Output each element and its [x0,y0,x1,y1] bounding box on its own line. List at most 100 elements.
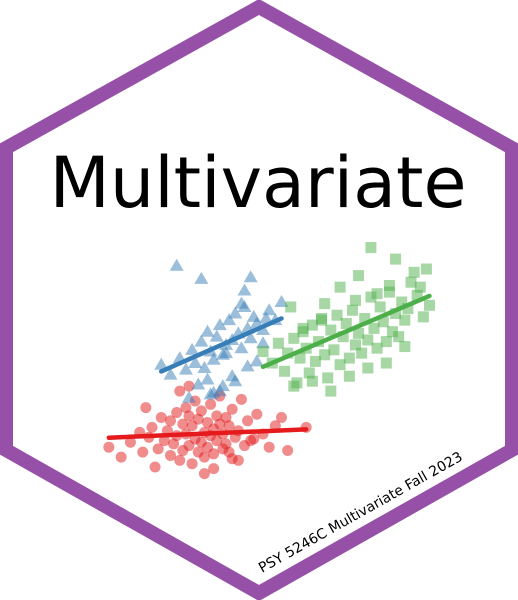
circle-point [248,433,260,445]
scatter-plot [103,242,435,480]
circle-point [115,451,127,463]
regression-line [106,427,309,440]
square-point [390,308,402,320]
square-point [402,303,414,315]
triangle-point [209,329,224,342]
triangle-point [274,295,289,307]
square-point [328,344,340,356]
circle-point [276,412,287,423]
circle-point [211,410,223,422]
circle-point [146,421,158,433]
square-point [387,326,398,338]
square-point [322,372,334,384]
triangle-point [178,362,193,375]
circle-point [149,461,161,473]
circle-point [183,380,195,392]
circle-point [220,412,232,423]
circle-point [232,454,244,466]
triangle-point [243,270,258,283]
square-point [288,380,300,392]
circle-point [165,415,176,427]
square-point [420,263,432,275]
circle-point [183,410,195,422]
square-point [417,311,429,323]
triangle-point [182,390,196,403]
triangle-point [200,372,215,385]
circle-point [140,402,152,414]
square-point [405,276,417,288]
triangle-point [188,356,203,369]
square-point [319,349,331,361]
square-point [374,301,386,313]
square-point [356,347,368,359]
regression-line [260,293,432,370]
square-point [297,322,309,334]
series-circle [103,380,312,480]
square-point [365,291,377,303]
square-point [353,270,365,282]
triangle-point [154,357,169,370]
circle-point [282,445,294,456]
square-point [359,313,371,324]
square-point [343,352,355,364]
circle-point [177,418,189,430]
circle-point [223,420,235,432]
triangle-point [240,359,255,372]
triangle-point [169,258,184,271]
circle-point [226,403,238,415]
circle-point [168,438,180,450]
circle-point [220,438,232,450]
triangle-point [191,377,206,390]
circle-point [242,415,254,427]
square-point [306,319,318,331]
square-point [371,342,383,354]
square-point [337,331,349,343]
triangle-point [228,306,243,319]
square-point [350,294,361,306]
triangle-point [215,379,230,392]
triangle-point [234,341,249,354]
circle-point [198,451,210,463]
square-point [414,281,426,293]
square-point [285,301,297,313]
triangle-point [194,271,209,284]
square-point [334,281,346,293]
circle-point [192,413,204,425]
square-point [282,347,294,359]
circle-point [235,393,247,405]
square-point [343,370,355,382]
triangle-point [212,318,227,331]
circle-point [174,385,186,397]
circle-point [171,407,183,419]
square-point [279,365,291,377]
square-point [380,336,392,348]
square-point [424,299,435,311]
square-point [353,327,365,339]
square-point [316,313,328,324]
circle-point [208,448,220,460]
circle-point [263,441,275,453]
square-point [257,346,269,357]
triangle-point [185,342,200,355]
square-point [396,296,408,308]
circle-point [208,463,220,475]
circle-point [205,398,217,410]
square-point [362,334,374,346]
circle-point [137,446,149,458]
square-point [346,304,358,316]
square-point [383,286,395,298]
triangle-point [194,334,209,347]
square-point [362,362,374,374]
circle-point [223,446,235,458]
triangle-point [219,346,233,359]
triangle-point [249,354,264,367]
circle-point [165,449,176,461]
series-triangle [154,258,289,403]
series-square [257,242,435,397]
triangle-point [197,361,212,373]
triangle-point [228,374,243,387]
circle-point [195,405,207,417]
square-point [368,322,380,334]
